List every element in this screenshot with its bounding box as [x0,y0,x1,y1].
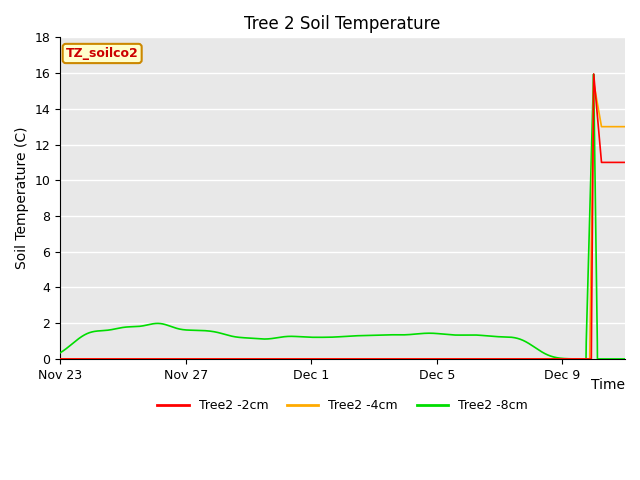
Legend: Tree2 -2cm, Tree2 -4cm, Tree2 -8cm: Tree2 -2cm, Tree2 -4cm, Tree2 -8cm [152,394,532,417]
Y-axis label: Soil Temperature (C): Soil Temperature (C) [15,127,29,269]
Text: TZ_soilco2: TZ_soilco2 [66,47,138,60]
Text: Time: Time [591,378,625,392]
Title: Tree 2 Soil Temperature: Tree 2 Soil Temperature [244,15,441,33]
